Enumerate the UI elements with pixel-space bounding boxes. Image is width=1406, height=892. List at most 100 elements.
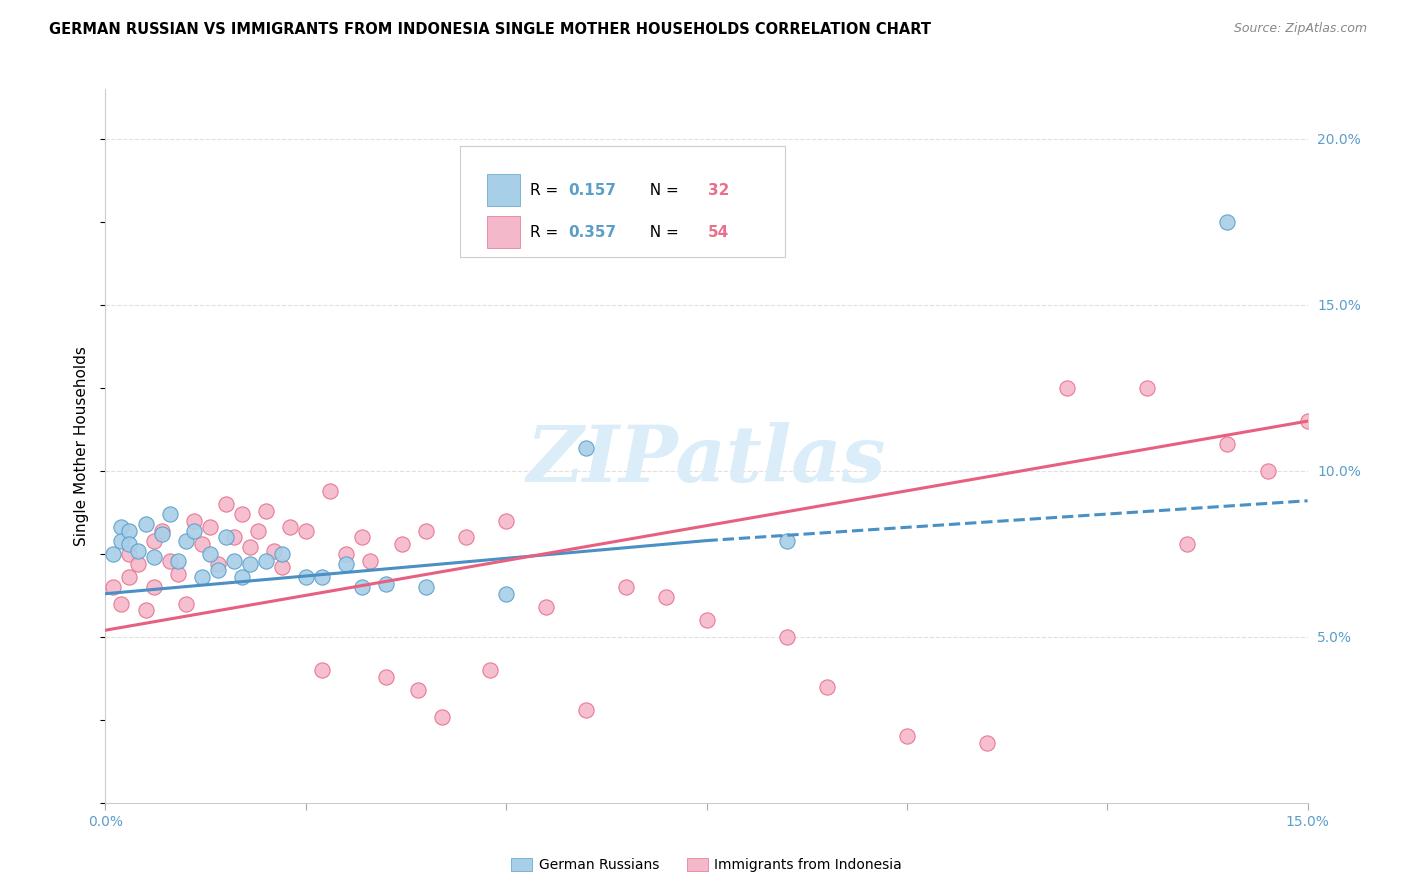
- Point: [575, 703, 598, 717]
- Point: [430, 709, 453, 723]
- Bar: [486, 217, 520, 249]
- Point: [183, 514, 205, 528]
- Point: [335, 557, 357, 571]
- Point: [127, 543, 149, 558]
- Point: [391, 537, 413, 551]
- Point: [415, 524, 437, 538]
- Point: [776, 533, 799, 548]
- Point: [374, 670, 398, 684]
- Point: [534, 599, 557, 614]
- Point: [246, 524, 269, 538]
- Point: [359, 553, 381, 567]
- Point: [415, 580, 437, 594]
- Point: [118, 537, 141, 551]
- Point: [207, 557, 229, 571]
- Point: [110, 520, 132, 534]
- Point: [1136, 381, 1159, 395]
- Point: [174, 533, 197, 548]
- Point: [495, 587, 517, 601]
- Text: N =: N =: [640, 225, 685, 240]
- Point: [1216, 215, 1239, 229]
- Point: [454, 530, 477, 544]
- Point: [263, 543, 285, 558]
- Text: Source: ZipAtlas.com: Source: ZipAtlas.com: [1233, 22, 1367, 36]
- Point: [350, 530, 373, 544]
- Point: [222, 530, 245, 544]
- Point: [198, 520, 221, 534]
- Text: R =: R =: [530, 225, 562, 240]
- Point: [815, 680, 838, 694]
- Point: [335, 547, 357, 561]
- Point: [159, 553, 181, 567]
- Point: [214, 530, 236, 544]
- Point: [231, 507, 253, 521]
- Point: [254, 553, 277, 567]
- Text: 0.357: 0.357: [568, 225, 616, 240]
- Point: [214, 497, 236, 511]
- Text: R =: R =: [530, 183, 562, 197]
- Point: [270, 547, 292, 561]
- Point: [190, 537, 212, 551]
- Point: [1216, 437, 1239, 451]
- Point: [696, 613, 718, 627]
- Point: [311, 570, 333, 584]
- Y-axis label: Single Mother Households: Single Mother Households: [75, 346, 90, 546]
- Point: [118, 570, 141, 584]
- Point: [135, 516, 157, 531]
- Point: [374, 576, 398, 591]
- Point: [295, 570, 318, 584]
- Point: [222, 553, 245, 567]
- Point: [311, 663, 333, 677]
- Point: [142, 580, 165, 594]
- Point: [198, 547, 221, 561]
- Point: [270, 560, 292, 574]
- Point: [319, 483, 342, 498]
- Text: 0.157: 0.157: [568, 183, 616, 197]
- Point: [295, 524, 318, 538]
- Point: [655, 590, 678, 604]
- Point: [150, 524, 173, 538]
- Text: 32: 32: [707, 183, 730, 197]
- Point: [103, 580, 125, 594]
- Point: [479, 663, 502, 677]
- Point: [776, 630, 799, 644]
- Legend: German Russians, Immigrants from Indonesia: German Russians, Immigrants from Indones…: [505, 853, 908, 878]
- Text: ZIPatlas: ZIPatlas: [527, 422, 886, 499]
- Point: [183, 524, 205, 538]
- Point: [495, 514, 517, 528]
- Point: [350, 580, 373, 594]
- Point: [110, 597, 132, 611]
- FancyBboxPatch shape: [460, 146, 785, 257]
- Point: [976, 736, 998, 750]
- Point: [239, 557, 262, 571]
- Point: [142, 550, 165, 565]
- Bar: [486, 174, 520, 206]
- Point: [1257, 464, 1279, 478]
- Point: [118, 547, 141, 561]
- Point: [575, 441, 598, 455]
- Text: GERMAN RUSSIAN VS IMMIGRANTS FROM INDONESIA SINGLE MOTHER HOUSEHOLDS CORRELATION: GERMAN RUSSIAN VS IMMIGRANTS FROM INDONE…: [49, 22, 931, 37]
- Point: [254, 504, 277, 518]
- Point: [1056, 381, 1078, 395]
- Point: [110, 533, 132, 548]
- Point: [406, 682, 429, 697]
- Point: [239, 540, 262, 554]
- Point: [174, 597, 197, 611]
- Point: [142, 533, 165, 548]
- Point: [896, 730, 918, 744]
- Point: [1296, 414, 1319, 428]
- Point: [166, 553, 188, 567]
- Point: [231, 570, 253, 584]
- Point: [103, 547, 125, 561]
- Point: [127, 557, 149, 571]
- Point: [616, 580, 638, 594]
- Point: [190, 570, 212, 584]
- Point: [278, 520, 301, 534]
- Text: N =: N =: [640, 183, 685, 197]
- Point: [150, 527, 173, 541]
- Point: [207, 564, 229, 578]
- Point: [135, 603, 157, 617]
- Point: [166, 566, 188, 581]
- Point: [118, 524, 141, 538]
- Point: [159, 507, 181, 521]
